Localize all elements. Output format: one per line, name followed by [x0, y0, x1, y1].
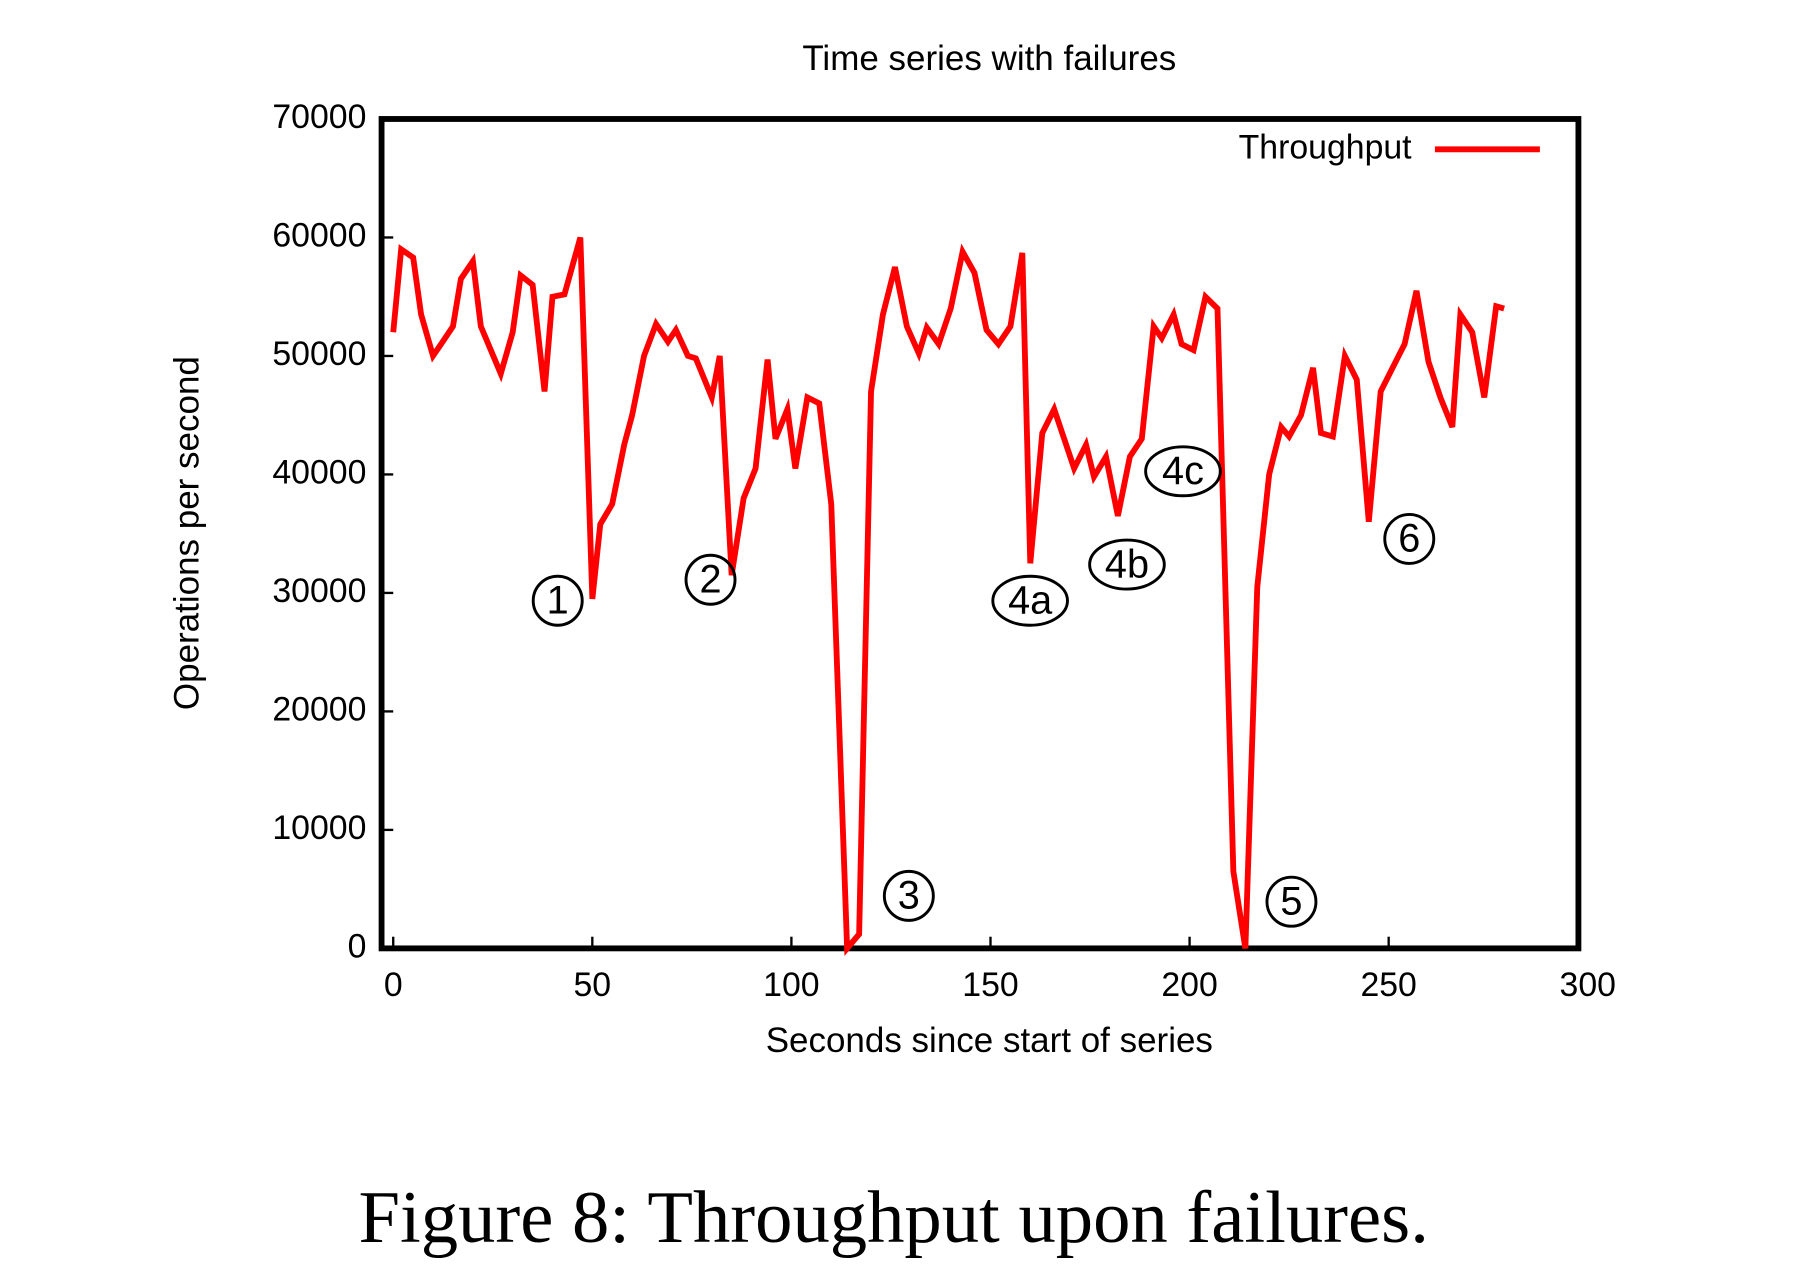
caption: Figure 8: Throughput upon failures. [358, 1176, 1428, 1259]
annotation-marker [1383, 512, 1436, 565]
series-line [390, 236, 1505, 957]
y-tick-label: 0 [348, 927, 367, 965]
y-tick-label: 40000 [272, 453, 366, 491]
plot-frame [378, 116, 1582, 952]
x-tick-label: 300 [1560, 966, 1616, 1004]
annotation: 3 [898, 874, 920, 918]
annotation: 4a [1008, 579, 1053, 623]
annotation: 4c [1162, 449, 1204, 493]
y-tick-label: 10000 [272, 809, 366, 847]
annotation-marker [1088, 538, 1166, 591]
x-tick-label: 150 [962, 966, 1018, 1004]
annotation-marker [1144, 445, 1222, 498]
annotation-marker [684, 553, 737, 606]
x-tick-label: 0 [384, 966, 403, 1004]
annotation: 2 [699, 558, 721, 602]
legend-label: Throughput [1239, 128, 1413, 166]
annotation-marker [882, 869, 935, 922]
annotation: 6 [1398, 517, 1420, 561]
y-axis-label: Operations per second [167, 356, 206, 710]
x-tick-label: 250 [1360, 966, 1416, 1004]
annotation-marker [1265, 875, 1318, 928]
y-tick-label: 30000 [272, 572, 366, 610]
x-tick-label: 50 [574, 966, 612, 1004]
x-tick-label: 200 [1161, 966, 1217, 1004]
annotation: 4b [1105, 542, 1149, 586]
y-tick-label: 20000 [272, 690, 366, 728]
x-tick-label: 100 [763, 966, 819, 1004]
y-tick-label: 70000 [272, 98, 366, 136]
annotation-marker [991, 574, 1069, 627]
y-tick-label: 50000 [272, 335, 366, 373]
x-axis-label: Seconds since start of series [766, 1021, 1213, 1060]
annotation: 5 [1280, 880, 1302, 924]
annotation-marker [531, 574, 584, 627]
chart-title: Time series with failures [802, 39, 1176, 78]
annotation: 1 [547, 579, 569, 623]
y-tick-label: 60000 [272, 216, 366, 254]
